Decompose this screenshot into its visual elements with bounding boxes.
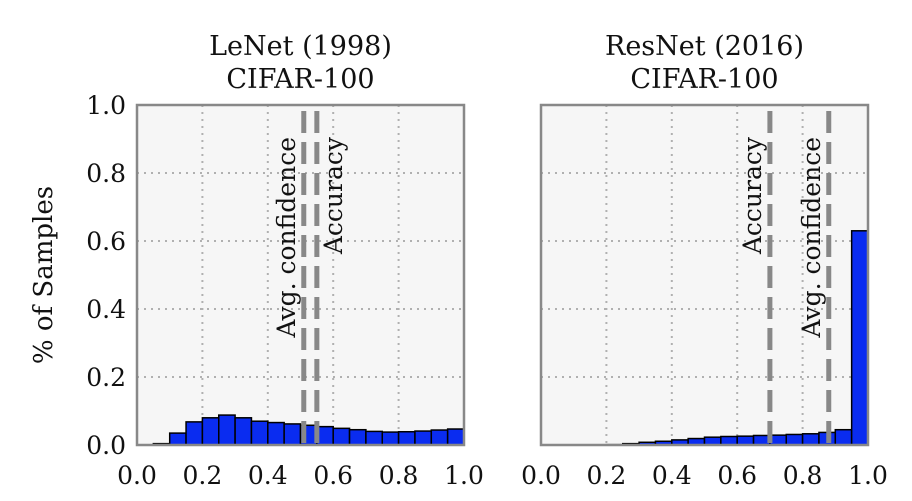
y-tick-label: 0.2 (86, 363, 126, 392)
histogram-bar (852, 231, 868, 445)
histogram-bar (219, 415, 235, 445)
histogram-bar (399, 432, 415, 445)
x-tick-label: 0.6 (717, 461, 757, 490)
x-tick-label: 0.4 (248, 461, 288, 490)
histogram-bar (737, 436, 753, 445)
x-tick-label: 0.4 (652, 461, 692, 490)
histogram-bar (268, 423, 284, 445)
chart-panel-1: Avg. confidence Accuracy 0.0 0.2 0.4 0.6 0.8 1.… (86, 31, 484, 490)
y-tick-label: 0.0 (86, 431, 126, 460)
histogram-bar (448, 429, 464, 445)
reference-line-label: Accuracy (319, 136, 348, 255)
histogram-bar (786, 434, 802, 445)
chart-title-line: CIFAR-100 (630, 64, 778, 95)
reference-line-label: Accuracy (738, 136, 767, 255)
histogram-bar (835, 430, 851, 445)
x-tick-label: 1.0 (848, 461, 888, 490)
histogram-bar (284, 424, 300, 445)
x-tick-label: 0.0 (521, 461, 561, 490)
histogram-bar (366, 431, 382, 445)
reference-line-label: Avg. confidence (272, 137, 301, 339)
chart-title-line: CIFAR-100 (226, 64, 374, 95)
x-tick-label: 0.8 (379, 461, 419, 490)
chart-title-line: ResNet (2016) (605, 31, 804, 62)
chart-title-line: LeNet (1998) (209, 31, 392, 62)
histogram-bar (803, 434, 819, 445)
reference-line-label: Avg. confidence (797, 137, 826, 339)
histogram-bar (235, 418, 251, 445)
histogram-bar (202, 418, 218, 445)
y-tick-label: 0.8 (86, 159, 126, 188)
histogram-bar (333, 428, 349, 445)
x-tick-label: 0.6 (313, 461, 353, 490)
histogram-bar (186, 422, 202, 445)
y-tick-label: 1.0 (86, 91, 126, 120)
histogram-bar (251, 421, 267, 445)
histogram-bar (431, 430, 447, 445)
histogram-bar (721, 437, 737, 446)
histogram-bar (415, 431, 431, 445)
x-tick-label: 0.2 (587, 461, 627, 490)
y-tick-label: 0.6 (86, 227, 126, 256)
chart-panel-2: Accuracy Avg. confidence 0.0 0.2 0.4 0.6 0.8 1.… (521, 31, 888, 490)
histogram-bar (382, 432, 398, 445)
x-tick-label: 1.0 (444, 461, 484, 490)
x-tick-label: 0.0 (117, 461, 157, 490)
y-tick-label: 0.4 (86, 295, 126, 324)
x-tick-label: 0.2 (183, 461, 223, 490)
histogram-bar (170, 433, 186, 445)
x-tick-label: 0.8 (783, 461, 823, 490)
histogram-bar (350, 430, 366, 445)
y-axis-label: % of Samples (29, 186, 59, 364)
